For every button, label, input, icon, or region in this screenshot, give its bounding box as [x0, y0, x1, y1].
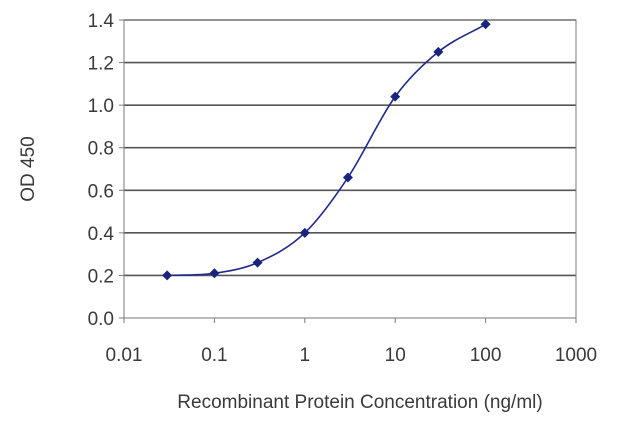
x-tick-label-4: 100 [470, 345, 502, 366]
x-axis-label: Recombinant Protein Concentration (ng/ml… [177, 392, 542, 413]
x-tick-label-1: 0.1 [201, 345, 227, 366]
y-tick-label-6: 1.2 [88, 54, 114, 75]
y-tick-label-0: 0.0 [88, 309, 114, 330]
data-point-6 [433, 46, 444, 57]
data-point-3 [299, 227, 310, 238]
y-axis-label: OD 450 [18, 136, 39, 201]
y-tick-label-3: 0.6 [88, 181, 114, 202]
data-points [162, 19, 491, 281]
y-tick-label-5: 1.0 [88, 96, 114, 117]
y-tick-label-7: 1.4 [88, 11, 115, 32]
data-point-1 [209, 268, 220, 279]
data-point-7 [480, 19, 491, 30]
grid-lines [124, 19, 576, 277]
data-point-2 [252, 257, 263, 268]
fit-curve [167, 23, 487, 277]
y-tick-label-2: 0.4 [88, 224, 115, 245]
data-point-0 [162, 270, 173, 281]
plot-frame [123, 19, 577, 319]
x-axis-ticks: 0.01 0.1 1 10 100 1000 [106, 318, 597, 366]
data-point-4 [342, 172, 353, 183]
x-tick-label-5: 1000 [555, 345, 597, 366]
x-tick-label-0: 0.01 [106, 345, 143, 366]
data-point-5 [390, 91, 401, 102]
x-tick-label-2: 1 [300, 345, 311, 366]
x-tick-label-3: 10 [385, 345, 406, 366]
y-tick-label-4: 0.8 [88, 139, 114, 160]
y-axis-ticks: 0.0 0.2 0.4 0.6 0.8 1.0 1.2 1.4 [88, 11, 124, 330]
y-tick-label-1: 0.2 [88, 266, 114, 287]
